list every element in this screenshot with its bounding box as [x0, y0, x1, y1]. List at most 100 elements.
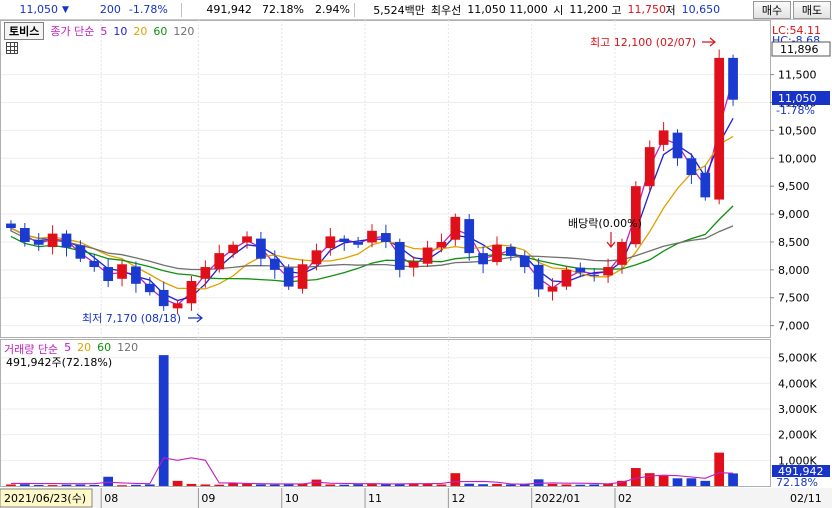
ma120-line — [10, 225, 734, 271]
volume-bar — [630, 468, 641, 486]
candle-body — [519, 255, 530, 268]
grid-icon[interactable] — [6, 42, 18, 54]
candle-body — [575, 267, 586, 273]
candle-body — [672, 132, 683, 159]
quote-bar: 11,050 ▼ 200 -1.78% 491,942 72.18% 2.94%… — [0, 0, 832, 20]
ma60-label[interactable]: 60 — [153, 24, 168, 38]
candle-body — [214, 253, 225, 270]
volume-bar — [242, 483, 252, 486]
high-price-marker: 11,896 — [780, 43, 819, 56]
volume-summary: 491,942주(72.18%) — [6, 356, 113, 369]
vol-ma5-label[interactable]: 5 — [64, 341, 72, 354]
volume-bar — [644, 473, 655, 486]
volume-bar — [47, 485, 58, 487]
ma10-label[interactable]: 10 — [113, 24, 128, 38]
month-label: 08 — [104, 492, 118, 505]
volume-bar — [436, 484, 447, 486]
volume-bar — [283, 484, 294, 486]
candle-body — [256, 238, 266, 259]
price-tick-label: 7,500 — [778, 292, 810, 305]
candle-body — [658, 130, 669, 145]
candle-body — [131, 266, 141, 284]
candle-body — [589, 274, 600, 276]
high-arrow-icon — [702, 37, 716, 47]
ma20-label[interactable]: 20 — [133, 24, 148, 38]
ma5-label[interactable]: 5 — [100, 24, 108, 38]
candle-body — [381, 233, 391, 242]
candle-body — [325, 236, 336, 249]
candle-body — [117, 264, 127, 279]
high-label: 고 — [611, 3, 622, 17]
stock-chart[interactable]: 11,50011,00010,50010,0009,5009,0008,5008… — [0, 20, 832, 508]
open-price: 11,200 — [569, 3, 608, 16]
candle-body — [408, 261, 419, 268]
candle-body — [630, 186, 641, 245]
first-date-box — [0, 488, 93, 508]
candle-body — [464, 219, 475, 254]
vol-ma20-label[interactable]: 20 — [77, 341, 92, 354]
volume-ma-label[interactable]: 거래량 단순 — [4, 343, 59, 356]
month-label: 2022/01 — [535, 492, 581, 505]
volume-bar — [464, 483, 475, 486]
volume-bar — [394, 483, 405, 486]
sell-button[interactable]: 매도 — [793, 1, 831, 19]
volume-bar — [311, 479, 322, 486]
current-price: 11,050 — [19, 3, 59, 16]
candle-body — [450, 216, 461, 240]
vol-ma60-label[interactable]: 60 — [97, 341, 112, 354]
volume-tick-label: 3,000K — [778, 403, 817, 416]
open-label: 시 — [553, 3, 564, 17]
ma-label[interactable]: 종가 단순 — [50, 25, 95, 38]
volume-bar — [478, 484, 488, 486]
price-tick-label: 8,500 — [778, 236, 810, 249]
current-price-pct: -1.78% — [776, 104, 815, 117]
low-annotation: 최저 7,170 (08/18) — [82, 312, 181, 325]
candle-body — [283, 267, 294, 287]
volume-tick-label: 2,000K — [778, 429, 817, 442]
price-change-pct: -1.78% — [128, 3, 168, 16]
volume-bar — [61, 484, 72, 486]
volume-bar — [214, 484, 225, 486]
ma120-label[interactable]: 120 — [173, 24, 195, 38]
volume-bar — [103, 476, 114, 486]
buy-button[interactable]: 매수 — [753, 1, 791, 19]
high-price-marker-box — [771, 41, 831, 57]
price-tick-label: 10,000 — [778, 152, 817, 165]
current-price-marker: 11,050 — [778, 92, 817, 105]
lc-label: LC:54.11 — [772, 24, 821, 37]
price-tick-label: 9,000 — [778, 208, 810, 221]
low-price: 10,650 — [681, 3, 721, 16]
candle-body — [644, 147, 655, 187]
volume-bar — [603, 483, 613, 486]
volume-bar — [561, 484, 572, 486]
candle-body — [89, 260, 100, 268]
turnover-pct: 2.94% — [314, 3, 350, 16]
dividend-annotation: 배당락(0.00%) — [568, 217, 642, 230]
candle-body — [422, 247, 433, 264]
candle-body — [6, 223, 16, 229]
volume-bar — [75, 484, 86, 486]
candle-body — [436, 241, 447, 248]
volume-bar — [408, 483, 419, 486]
month-label: 11 — [368, 492, 382, 505]
candle-body — [200, 267, 211, 279]
vol-ma120-label[interactable]: 120 — [117, 341, 139, 354]
candle-body — [33, 239, 44, 245]
low-label: 저 — [665, 3, 676, 17]
candle-body — [75, 245, 86, 259]
volume-bar — [269, 484, 280, 486]
volume-tick-label: 5,000K — [778, 352, 817, 365]
volume-bar — [200, 484, 211, 486]
candle-body — [144, 283, 155, 293]
month-label: 12 — [451, 492, 465, 505]
stock-name[interactable]: 토비스 — [4, 22, 45, 40]
date-axis: 2021/06/23(수) 08 09 10 11 12 2022/01 02 02/11 — [0, 488, 832, 508]
volume-ma5-line — [10, 457, 734, 485]
first-date-label: 2021/06/23(수) — [4, 492, 86, 505]
current-price-marker-box — [772, 91, 830, 105]
volume-bar — [339, 484, 350, 486]
volume-bar — [297, 483, 308, 486]
volume-bar — [686, 478, 697, 486]
volume-bar — [131, 484, 141, 486]
month-label: 10 — [285, 492, 299, 505]
